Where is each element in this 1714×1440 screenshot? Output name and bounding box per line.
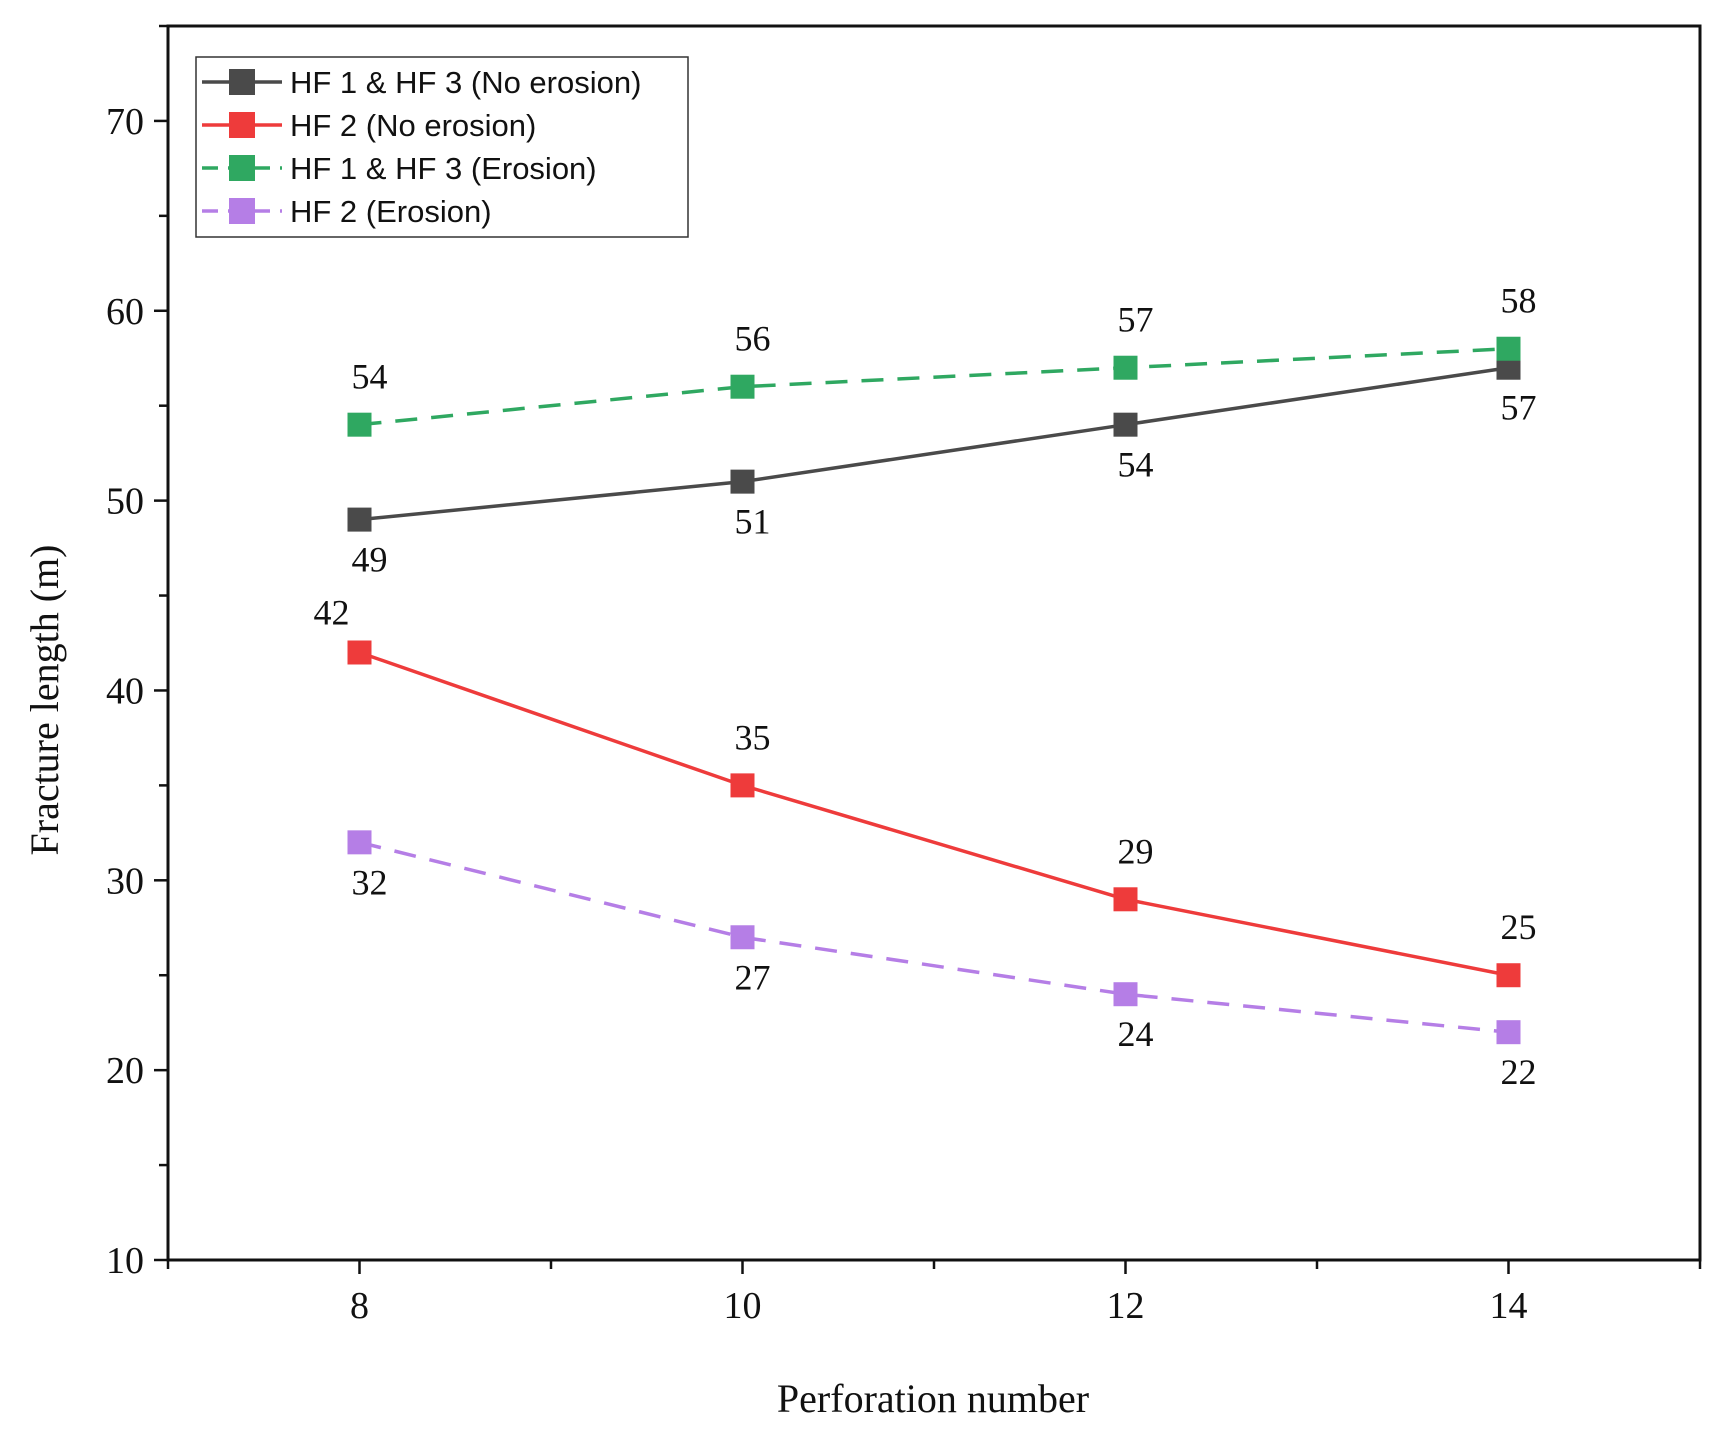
series-1-marker <box>347 507 372 532</box>
series-1-data-label: 57 <box>1501 388 1537 428</box>
series-1-data-label: 51 <box>735 502 771 542</box>
series-2-marker <box>730 773 755 798</box>
series-4-data-label: 32 <box>352 862 388 902</box>
series-1-data-label: 49 <box>352 540 388 580</box>
y-axis-title: Fracture length (m) <box>22 545 67 856</box>
series-2-marker <box>1113 887 1138 912</box>
series-2-data-label: 25 <box>1501 907 1537 947</box>
series-4-marker <box>347 830 372 855</box>
y-tick-label: 10 <box>106 1240 144 1282</box>
series-3-marker <box>1496 336 1521 361</box>
series-1-marker <box>730 469 755 494</box>
series-4-marker <box>1113 982 1138 1007</box>
series-3-data-label: 57 <box>1118 300 1154 340</box>
y-tick-label: 30 <box>106 860 144 902</box>
legend-box <box>195 56 689 238</box>
x-tick-label: 8 <box>350 1285 369 1327</box>
legend-swatch-marker <box>229 112 255 138</box>
series-4-line <box>359 840 1509 1034</box>
series-4-data-label: 27 <box>735 957 771 997</box>
series-4-marker <box>1496 1020 1521 1045</box>
legend-label: HF 2 (No erosion) <box>290 108 536 143</box>
series-3-line <box>359 346 1509 427</box>
y-tick-label: 20 <box>106 1050 144 1092</box>
legend-label: HF 1 & HF 3 (Erosion) <box>290 151 597 186</box>
series-3-data-label: 56 <box>735 319 771 359</box>
series-4-data-label: 24 <box>1118 1014 1154 1054</box>
series-2-line <box>358 650 1509 977</box>
series-4-data-label: 22 <box>1501 1052 1537 1092</box>
series-1-marker <box>1113 412 1138 437</box>
series-1-line <box>359 365 1509 522</box>
legend: HF 1 & HF 3 (No erosion) HF 2 (No erosion… <box>195 56 689 238</box>
series-3-marker <box>347 412 372 437</box>
y-tick-label: 50 <box>106 481 144 523</box>
series-1-data-label: 54 <box>1118 445 1154 485</box>
series-2-data-label: 35 <box>735 717 771 757</box>
x-tick-label: 12 <box>1107 1285 1145 1327</box>
legend-label: HF 1 & HF 3 (No erosion) <box>290 65 641 100</box>
series-2-data-label: 42 <box>314 592 350 632</box>
legend-swatch-marker <box>229 155 255 181</box>
series-3-data-label: 58 <box>1501 281 1537 321</box>
legend-swatch-marker <box>229 69 255 95</box>
x-axis-title: Perforation number <box>777 1376 1089 1421</box>
series-2-data-label: 29 <box>1118 831 1154 871</box>
series-3-data-label: 54 <box>352 357 388 397</box>
x-tick-label: 10 <box>724 1285 762 1327</box>
series-4-marker <box>730 925 755 950</box>
x-tick-label: 14 <box>1490 1285 1528 1327</box>
y-tick-label: 60 <box>106 291 144 333</box>
legend-label: HF 2 (Erosion) <box>290 194 492 229</box>
series-3-marker <box>730 374 755 399</box>
y-tick-label: 70 <box>106 101 144 143</box>
series-2-marker <box>1496 963 1521 988</box>
plot-area: 49 51 54 57 42 35 29 25 54 56 57 58 32 27 24 22 <box>314 281 1537 1092</box>
series-2-marker <box>347 640 372 665</box>
series-3-marker <box>1113 355 1138 380</box>
legend-swatch-marker <box>229 198 255 224</box>
y-tick-label: 40 <box>106 670 144 712</box>
axes: 8 10 12 14 10 20 30 40 50 60 70 <box>106 24 1702 1327</box>
